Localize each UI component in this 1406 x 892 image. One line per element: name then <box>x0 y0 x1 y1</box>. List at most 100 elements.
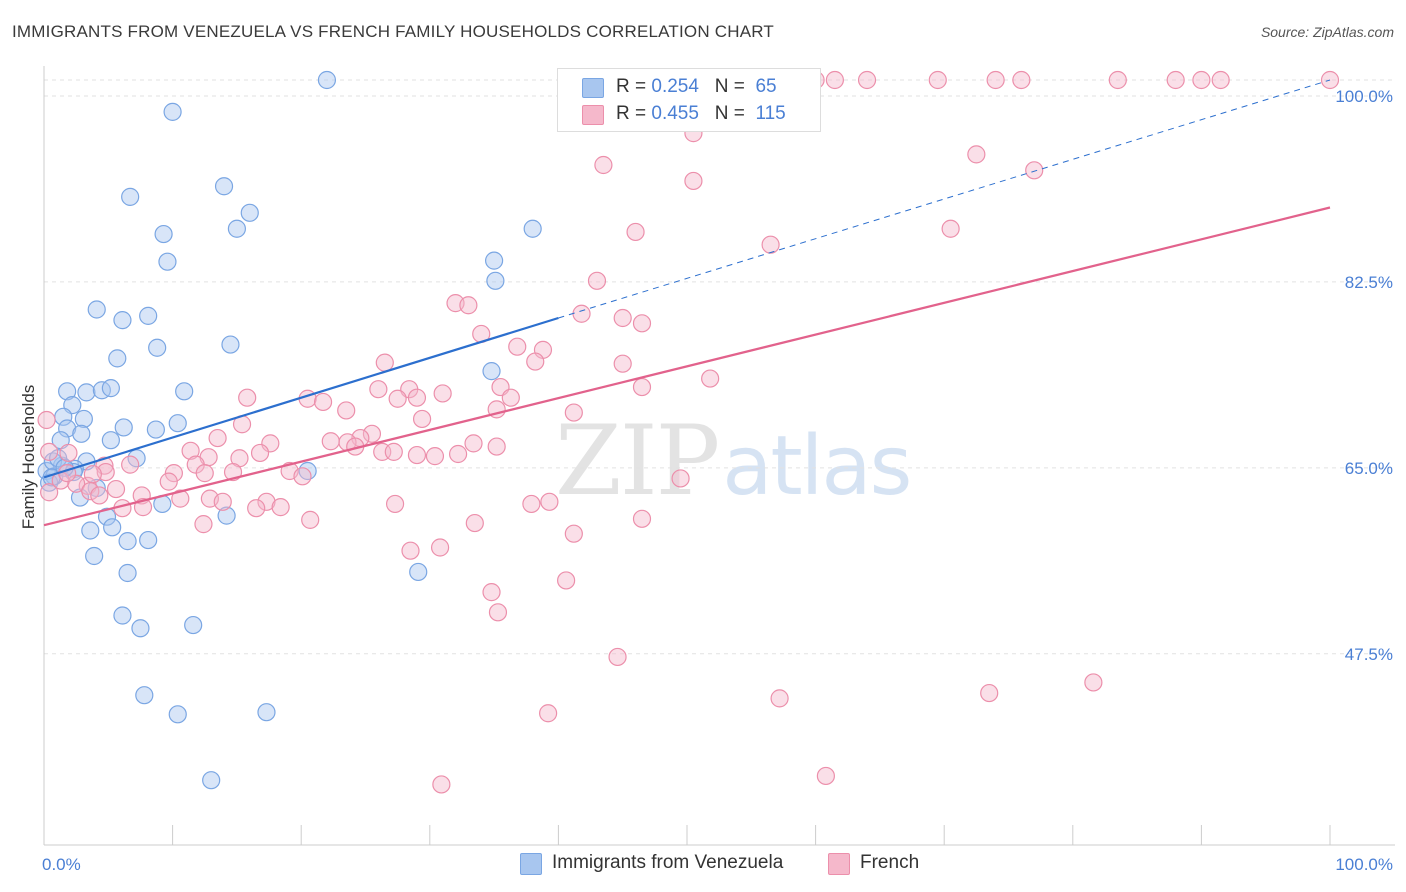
french-point-90 <box>385 494 405 514</box>
french-point-9 <box>1211 70 1230 90</box>
venezuela-point-1 <box>163 102 182 121</box>
french-point-16 <box>626 222 645 242</box>
french-points <box>37 70 1340 794</box>
french-point-116 <box>425 447 445 466</box>
french-point-99 <box>430 538 450 557</box>
venezuela-trend-line <box>43 316 559 479</box>
french-point-84 <box>257 492 276 511</box>
watermark-zip: ZIP <box>555 405 720 517</box>
french-point-63 <box>121 455 140 474</box>
n-label: N = <box>714 76 745 97</box>
french-point-31 <box>701 369 720 388</box>
venezuela-point-58 <box>257 703 276 722</box>
french-point-48 <box>362 424 382 443</box>
venezuela-point-16 <box>108 349 127 368</box>
source-label: Source: ZipAtlas.com <box>1260 24 1394 40</box>
french-point-5 <box>1012 70 1031 90</box>
venezuela-point-54 <box>131 619 150 638</box>
y-tick-label-1: 65.0% <box>1345 459 1393 478</box>
r-label: R = <box>616 103 647 124</box>
venezuela-point-53 <box>113 606 132 625</box>
french-point-7 <box>1166 70 1185 90</box>
french-point-69 <box>195 464 214 483</box>
french-point-93 <box>632 509 652 528</box>
venezuela-point-9 <box>485 251 504 270</box>
french-point-106 <box>980 683 999 703</box>
bottom-legend-label-french: French <box>860 852 920 873</box>
legend-swatch-venezuela <box>582 78 604 98</box>
french-point-98 <box>401 541 420 560</box>
venezuela-point-32 <box>101 431 120 450</box>
bottom-legend-label-venezuela: Immigrants from Venezuela <box>552 852 784 873</box>
french-point-37 <box>388 389 407 408</box>
french-point-44 <box>337 401 356 420</box>
french-point-32 <box>369 380 388 399</box>
y-tick-label-2: 82.5% <box>1345 273 1393 292</box>
french-point-23 <box>613 308 632 328</box>
french-point-102 <box>557 571 576 590</box>
french-point-91 <box>522 494 541 514</box>
french-point-108 <box>432 775 451 794</box>
french-point-6 <box>1108 70 1127 90</box>
french-point-105 <box>770 689 789 708</box>
venezuela-point-57 <box>168 705 187 724</box>
venezuela-point-27 <box>114 418 133 437</box>
french-point-26 <box>508 337 527 356</box>
venezuela-point-13 <box>139 306 158 325</box>
french-point-86 <box>247 499 266 518</box>
french-point-35 <box>632 377 652 397</box>
french-point-55 <box>487 437 506 456</box>
legend-stats-venezuela: R = 0.254 N = 65 <box>616 76 777 98</box>
r-value: 0.455 <box>651 103 699 124</box>
venezuela-point-28 <box>168 414 187 433</box>
stats-legend: R = 0.254 N = 65 R = 0.455 N = 115 <box>557 68 821 132</box>
french-point-59 <box>250 443 270 463</box>
venezuela-point-26 <box>58 419 77 438</box>
french-point-12 <box>967 145 986 164</box>
french-point-100 <box>482 583 501 602</box>
venezuela-point-22 <box>175 382 194 401</box>
french-point-111 <box>40 442 59 461</box>
venezuela-point-17 <box>482 362 501 381</box>
french-point-76 <box>40 483 59 502</box>
venezuela-point-29 <box>146 420 165 439</box>
french-point-97 <box>564 524 583 543</box>
grid-lines <box>44 79 1395 655</box>
french-point-107 <box>1084 673 1103 692</box>
venezuela-point-55 <box>184 615 203 635</box>
french-point-113 <box>83 465 102 484</box>
venezuela-point-39 <box>298 461 317 481</box>
french-point-15 <box>684 171 703 191</box>
regression-lines <box>43 79 1331 527</box>
r-value: 0.254 <box>651 76 699 97</box>
french-point-8 <box>1192 70 1211 90</box>
legend-stats-french: R = 0.455 N = 115 <box>616 103 786 125</box>
french-point-39 <box>313 392 333 412</box>
french-point-94 <box>301 510 320 529</box>
venezuela-point-15 <box>148 338 167 357</box>
y-axis-title: Family Households <box>19 385 38 530</box>
venezuela-point-18 <box>58 382 77 401</box>
french-point-57 <box>384 442 403 461</box>
venezuela-point-6 <box>523 219 542 238</box>
french-point-112 <box>59 443 78 463</box>
venezuela-point-48 <box>118 532 137 551</box>
venezuela-point-11 <box>87 300 106 319</box>
venezuela-point-12 <box>113 311 132 330</box>
french-point-29 <box>526 352 545 371</box>
french-point-22 <box>572 304 591 323</box>
french-trend-line <box>43 206 1331 527</box>
french-point-96 <box>465 513 484 533</box>
french-point-42 <box>501 388 520 407</box>
french-point-17 <box>941 219 960 238</box>
venezuela-point-50 <box>85 546 104 566</box>
french-point-1 <box>825 70 844 90</box>
x-tick-label-end: 100.0% <box>1335 855 1393 874</box>
french-point-50 <box>208 428 227 448</box>
french-point-36 <box>433 384 452 403</box>
french-point-41 <box>407 388 427 407</box>
venezuela-points <box>37 70 542 790</box>
venezuela-trend-extension <box>558 79 1331 319</box>
french-point-109 <box>816 766 835 786</box>
french-point-80 <box>106 479 126 499</box>
